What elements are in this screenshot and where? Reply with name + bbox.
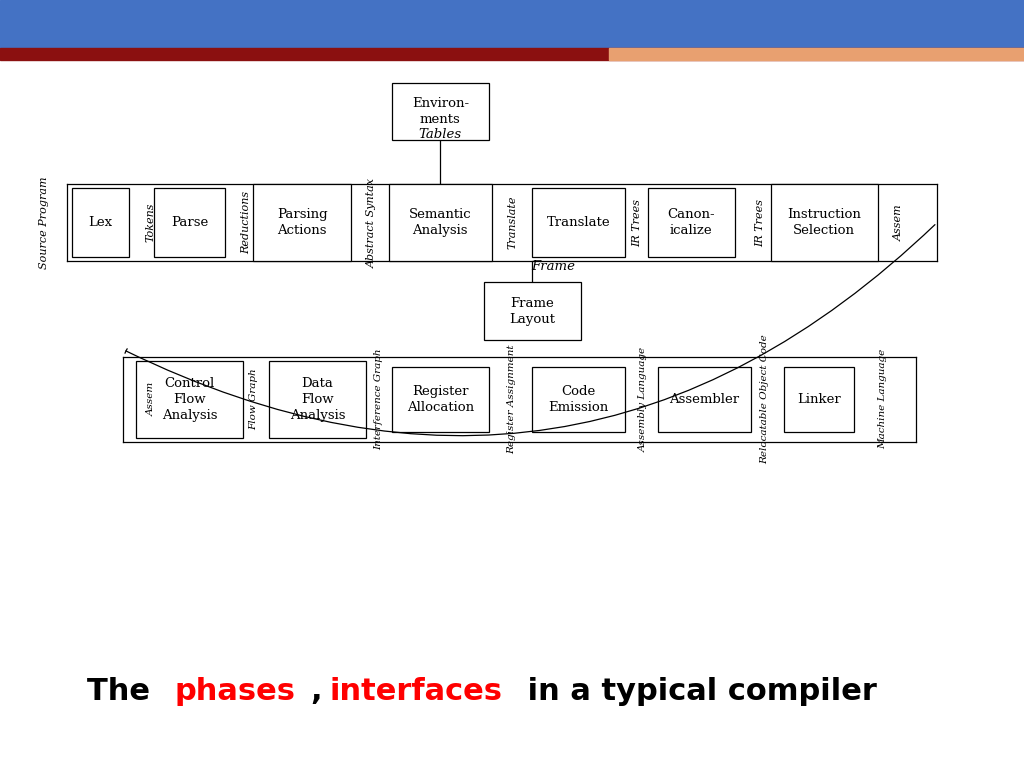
Text: interfaces: interfaces xyxy=(330,677,503,706)
FancyBboxPatch shape xyxy=(254,184,350,261)
Text: phases: phases xyxy=(174,677,295,706)
Text: Register Assignment: Register Assignment xyxy=(508,345,516,454)
FancyBboxPatch shape xyxy=(658,367,751,432)
Text: Flow Graph: Flow Graph xyxy=(250,369,258,430)
FancyBboxPatch shape xyxy=(72,188,129,257)
Text: Semantic
Analysis: Semantic Analysis xyxy=(409,208,472,237)
FancyBboxPatch shape xyxy=(391,83,489,140)
FancyBboxPatch shape xyxy=(154,188,225,257)
Text: in a typical compiler: in a typical compiler xyxy=(517,677,877,706)
Text: Tables: Tables xyxy=(419,128,462,141)
Text: ,: , xyxy=(310,677,322,706)
Text: Frame
Layout: Frame Layout xyxy=(510,296,555,326)
Text: Lex: Lex xyxy=(88,217,113,229)
FancyBboxPatch shape xyxy=(484,283,582,340)
Text: Assembler: Assembler xyxy=(670,393,739,406)
FancyBboxPatch shape xyxy=(771,184,879,261)
FancyBboxPatch shape xyxy=(389,184,492,261)
Text: Abstract Syntax: Abstract Syntax xyxy=(367,177,377,268)
Text: Data
Flow
Analysis: Data Flow Analysis xyxy=(290,377,345,422)
Text: Assembly Language: Assembly Language xyxy=(639,347,647,452)
Bar xyxy=(0,48,1024,60)
Text: IR Trees: IR Trees xyxy=(632,199,642,247)
FancyBboxPatch shape xyxy=(135,361,244,438)
FancyBboxPatch shape xyxy=(268,361,367,438)
Text: Linker: Linker xyxy=(798,393,841,406)
FancyBboxPatch shape xyxy=(391,367,489,432)
Text: Parsing
Actions: Parsing Actions xyxy=(276,208,328,237)
Text: Code
Emission: Code Emission xyxy=(549,385,608,414)
FancyBboxPatch shape xyxy=(532,367,625,432)
Text: Source Program: Source Program xyxy=(39,177,49,269)
FancyBboxPatch shape xyxy=(648,188,735,257)
Text: Parse: Parse xyxy=(171,217,208,229)
Text: Relocatable Object Code: Relocatable Object Code xyxy=(761,335,769,464)
Text: IR Trees: IR Trees xyxy=(755,199,765,247)
Bar xyxy=(609,48,1024,60)
Text: Environ-
ments: Environ- ments xyxy=(412,97,469,126)
FancyBboxPatch shape xyxy=(784,367,854,432)
Text: The: The xyxy=(87,677,161,706)
Text: Frame: Frame xyxy=(531,260,574,273)
Bar xyxy=(0,0,1024,48)
Text: Assem: Assem xyxy=(147,382,156,416)
Text: Instruction
Selection: Instruction Selection xyxy=(787,208,861,237)
Text: Machine Language: Machine Language xyxy=(879,349,887,449)
Text: Translate: Translate xyxy=(507,196,517,250)
Text: Reductions: Reductions xyxy=(241,191,251,254)
Text: Register
Allocation: Register Allocation xyxy=(407,385,474,414)
Text: Control
Flow
Analysis: Control Flow Analysis xyxy=(162,377,217,422)
Text: Tokens: Tokens xyxy=(145,203,156,243)
Text: Assem: Assem xyxy=(894,204,904,241)
Text: Interference Graph: Interference Graph xyxy=(375,349,383,450)
FancyBboxPatch shape xyxy=(532,188,625,257)
Text: Translate: Translate xyxy=(547,217,610,229)
Text: Canon-
icalize: Canon- icalize xyxy=(668,208,715,237)
